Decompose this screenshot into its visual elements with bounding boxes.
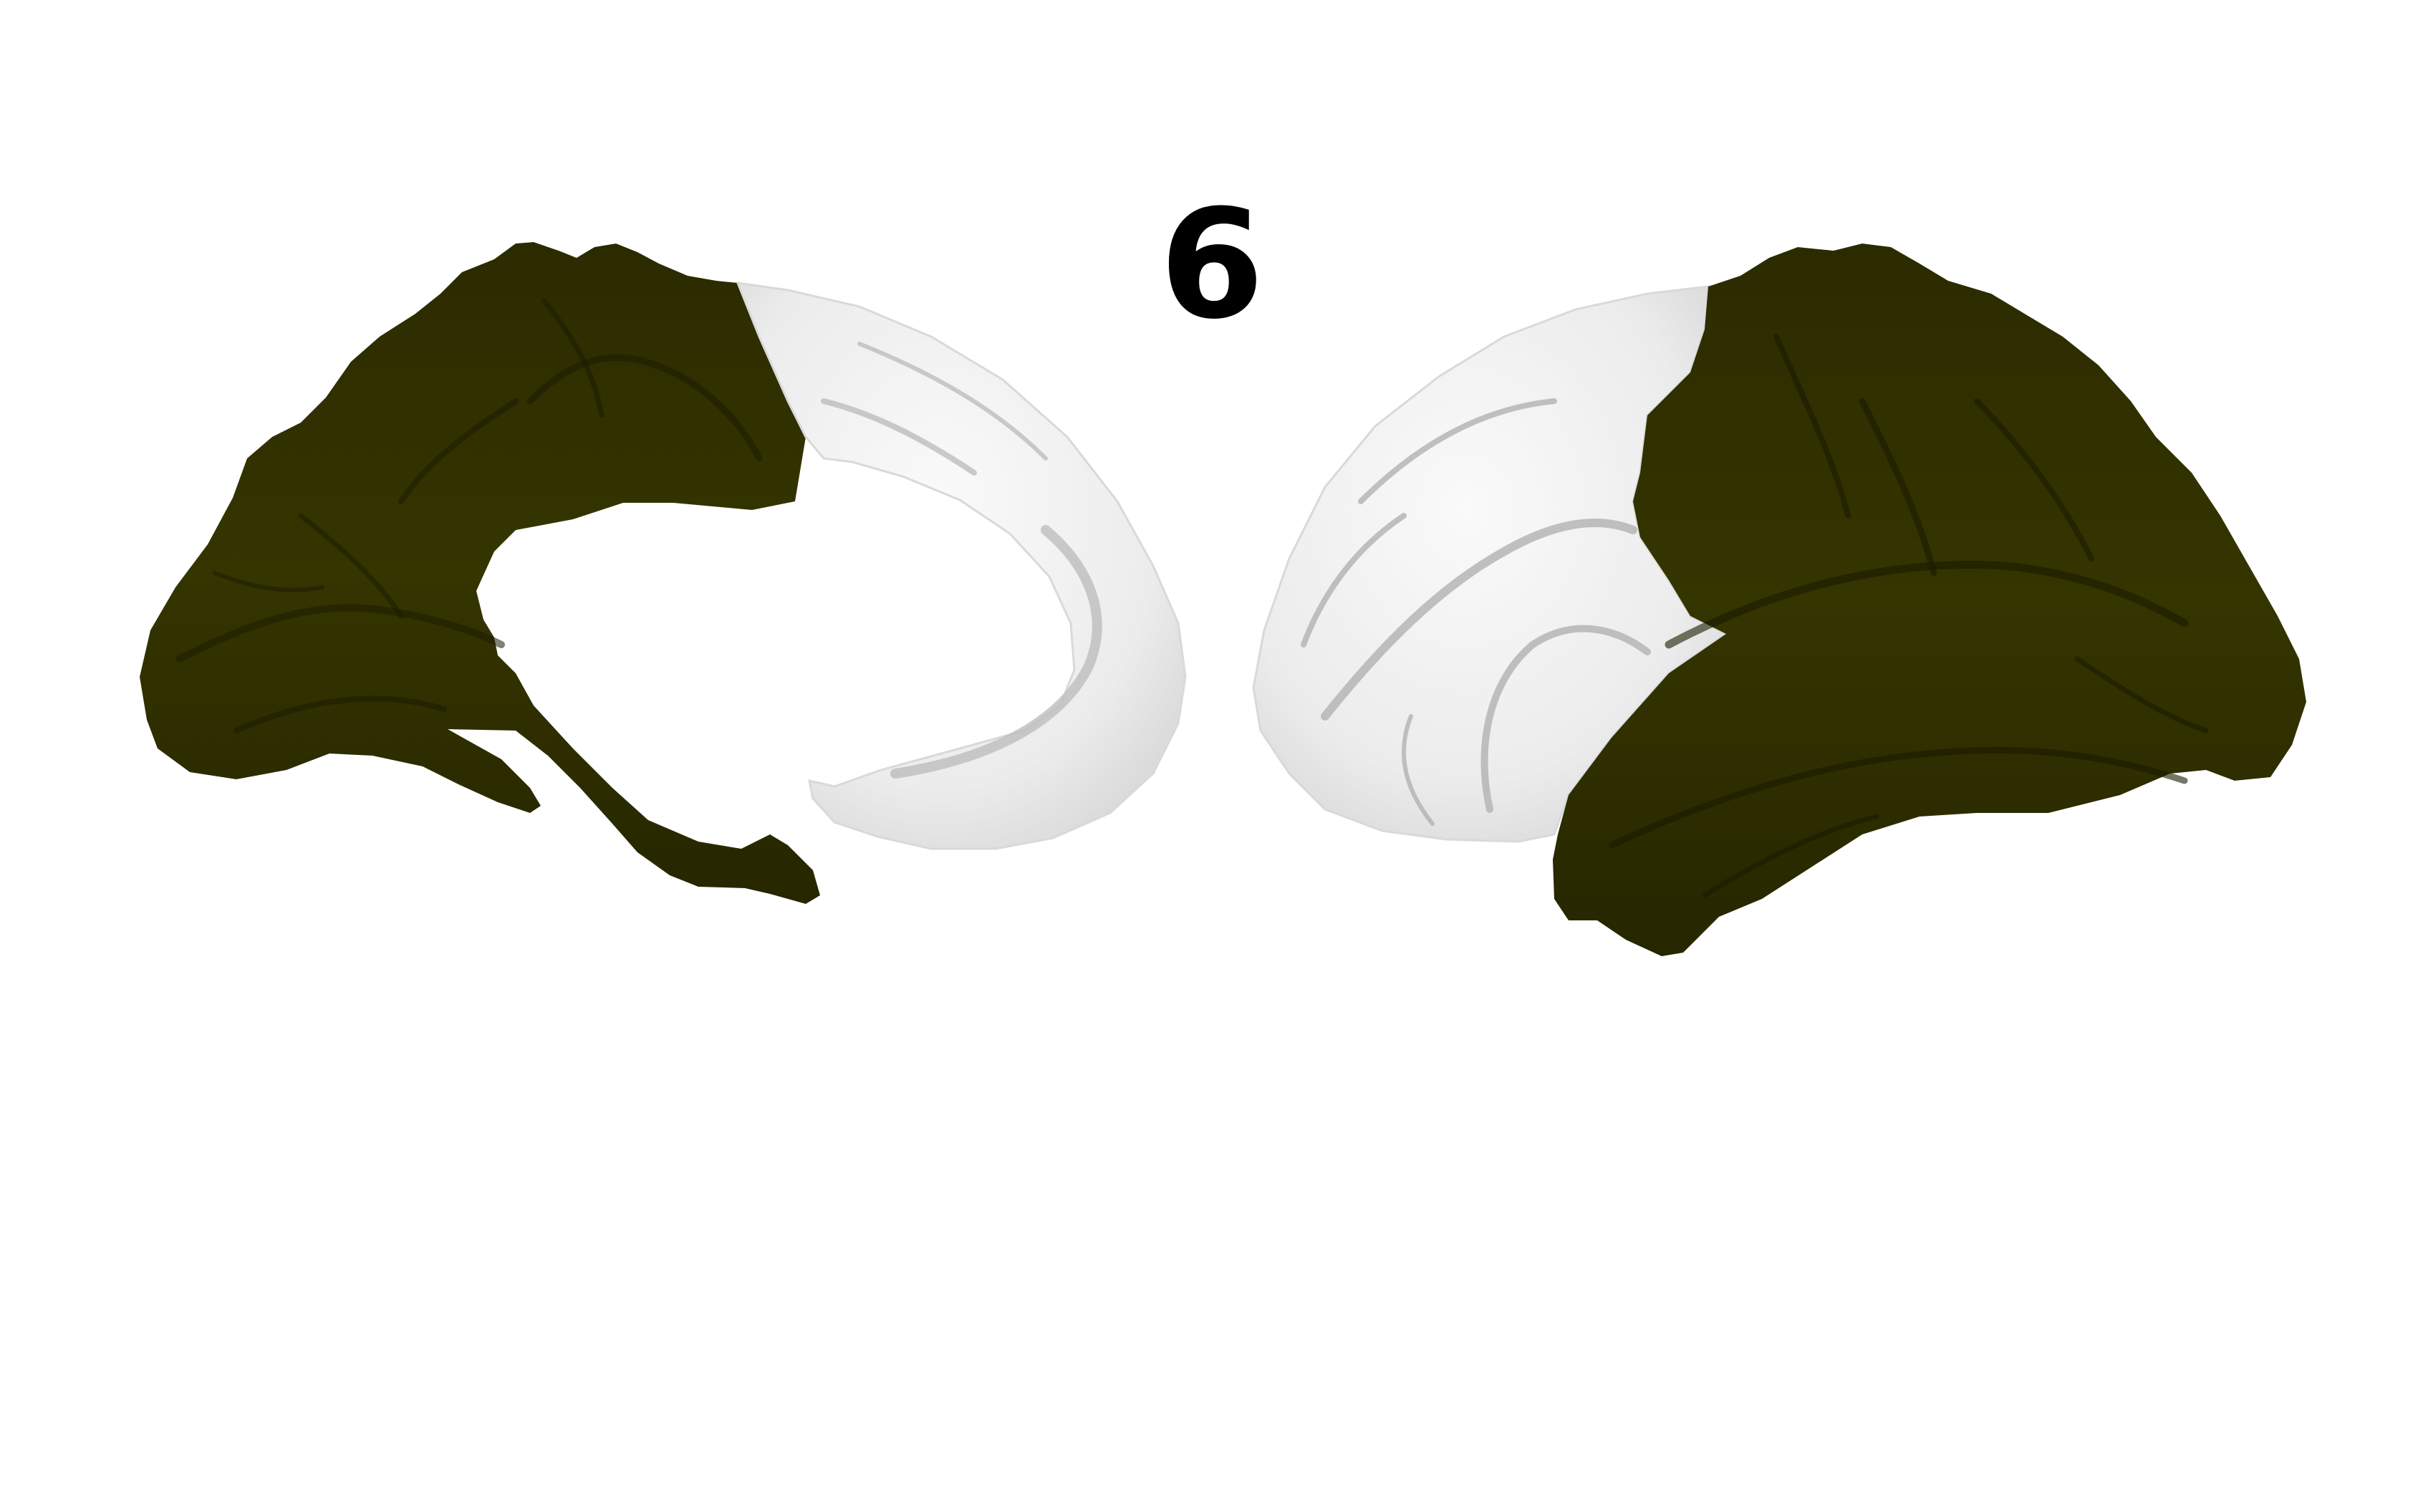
right-hemisphere-lateral-view [1252,244,2306,956]
left-hemisphere-medial-view [140,242,1187,904]
medial-highlighted-region [140,242,820,904]
medial-sulci-shading [175,298,763,733]
lateral-highlighted-region [1553,244,2306,956]
lateral-sulci-shading [1608,334,2209,898]
medial-cortex-shading [821,342,1102,779]
panel-label: 6 [1160,177,1264,352]
lateral-cortex-shading [1301,398,1651,826]
medial-unhighlighted-region [736,281,1187,850]
